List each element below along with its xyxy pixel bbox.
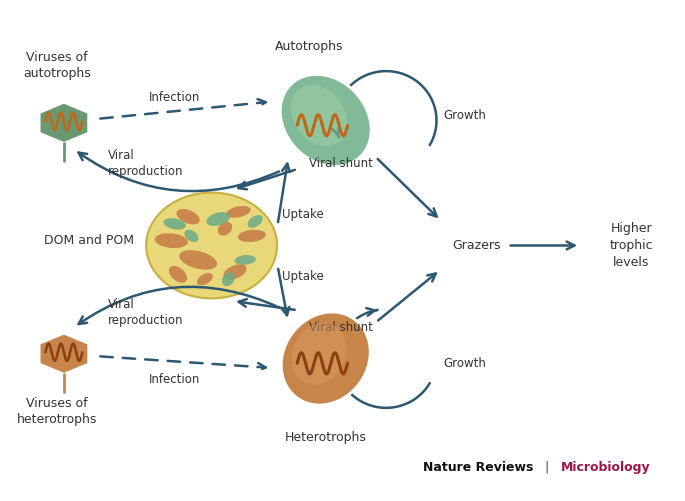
Ellipse shape xyxy=(206,212,230,226)
Ellipse shape xyxy=(247,215,263,228)
Text: Grazers: Grazers xyxy=(453,239,501,252)
Ellipse shape xyxy=(169,266,187,283)
Text: Viruses of
heterotrophs: Viruses of heterotrophs xyxy=(17,397,97,426)
Text: Viral
reproduction: Viral reproduction xyxy=(108,298,183,327)
Text: Microbiology: Microbiology xyxy=(560,461,650,474)
Text: Viruses of
autotrophs: Viruses of autotrophs xyxy=(23,51,91,80)
Ellipse shape xyxy=(234,255,256,265)
Text: Infection: Infection xyxy=(149,91,200,104)
Text: DOM and POM: DOM and POM xyxy=(45,234,134,247)
Ellipse shape xyxy=(280,75,371,166)
Ellipse shape xyxy=(177,209,200,224)
Ellipse shape xyxy=(179,250,217,270)
Text: Viral
reproduction: Viral reproduction xyxy=(108,149,183,178)
Ellipse shape xyxy=(218,221,232,235)
Ellipse shape xyxy=(155,233,188,248)
Text: Autotrophs: Autotrophs xyxy=(275,40,343,53)
Text: Viral shunt: Viral shunt xyxy=(309,321,373,334)
Ellipse shape xyxy=(282,312,370,405)
Ellipse shape xyxy=(184,229,199,242)
Text: Uptake: Uptake xyxy=(282,208,324,221)
Text: Infection: Infection xyxy=(149,373,200,386)
Text: Uptake: Uptake xyxy=(282,270,324,283)
Text: Viral shunt: Viral shunt xyxy=(309,157,373,170)
Ellipse shape xyxy=(290,85,347,146)
Text: Higher
trophic
levels: Higher trophic levels xyxy=(610,222,653,269)
Text: Growth: Growth xyxy=(443,357,486,370)
Ellipse shape xyxy=(226,206,251,218)
Ellipse shape xyxy=(222,272,235,286)
Text: Growth: Growth xyxy=(443,109,486,122)
Ellipse shape xyxy=(223,264,247,280)
Text: |: | xyxy=(544,461,548,474)
Ellipse shape xyxy=(292,323,347,385)
Ellipse shape xyxy=(197,273,213,286)
Ellipse shape xyxy=(238,229,266,242)
Text: Heterotrophs: Heterotrophs xyxy=(285,431,366,444)
Text: Nature Reviews: Nature Reviews xyxy=(423,461,534,474)
Ellipse shape xyxy=(163,218,186,229)
Ellipse shape xyxy=(146,192,277,299)
